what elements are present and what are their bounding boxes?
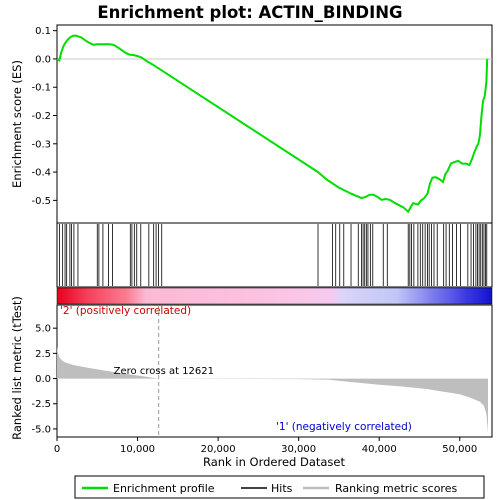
es-tick-label: -0.1 (31, 83, 51, 94)
positive-correlation-label: '2' (positively correlated) (60, 305, 191, 317)
es-tick-label: -0.5 (31, 196, 51, 207)
es-y-label: Enrichment score (ES) (10, 60, 24, 188)
enrichment-profile-line (56, 34, 489, 214)
es-y-axis: 0.1 0.0 -0.1 -0.2 -0.3 -0.4 -0.5 (31, 26, 57, 207)
x-tick-label: 10,000 (120, 444, 155, 455)
legend-metric-label: Ranking metric scores (335, 482, 457, 495)
metric-tick-label: 0.0 (35, 374, 51, 385)
metric-panel (56, 304, 493, 438)
es-tick-label: -0.4 (31, 168, 51, 179)
legend-enrichment-label: Enrichment profile (113, 482, 215, 495)
rank-color-bar (56, 287, 493, 305)
metric-tick-label: -2.5 (31, 399, 51, 410)
metric-tick-label: 5.0 (35, 324, 51, 335)
es-tick-label: 0.1 (35, 26, 51, 37)
x-tick-label: 20,000 (201, 444, 236, 455)
negative-correlation-label: '1' (negatively correlated) (276, 421, 412, 433)
x-tick-label: 40,000 (362, 444, 397, 455)
zero-cross-label: Zero cross at 12621 (114, 366, 214, 377)
x-axis: 0 10,000 20,000 30,000 40,000 50,000 (54, 437, 477, 455)
metric-tick-label: 2.5 (35, 349, 51, 360)
hits-panel (56, 222, 493, 288)
hit-lines (59, 224, 488, 286)
es-tick-label: -0.2 (31, 111, 51, 122)
metric-y-label: Ranked list metric (tTest) (10, 296, 24, 440)
legend-box (74, 475, 485, 499)
x-tick-label: 50,000 (442, 444, 477, 455)
x-tick-label: 30,000 (281, 444, 316, 455)
metric-y-axis: 5.0 2.5 0.0 -2.5 -5.0 (31, 324, 57, 435)
x-axis-label: Rank in Ordered Dataset (203, 455, 346, 469)
metric-tick-label: -5.0 (31, 424, 51, 435)
es-panel (56, 24, 493, 224)
chart-title: Enrichment plot: ACTIN_BINDING (97, 3, 402, 22)
es-tick-label: -0.3 (31, 139, 51, 150)
x-tick-label: 0 (54, 444, 60, 455)
es-tick-label: 0.0 (35, 54, 51, 65)
legend-hits-label: Hits (271, 482, 293, 495)
